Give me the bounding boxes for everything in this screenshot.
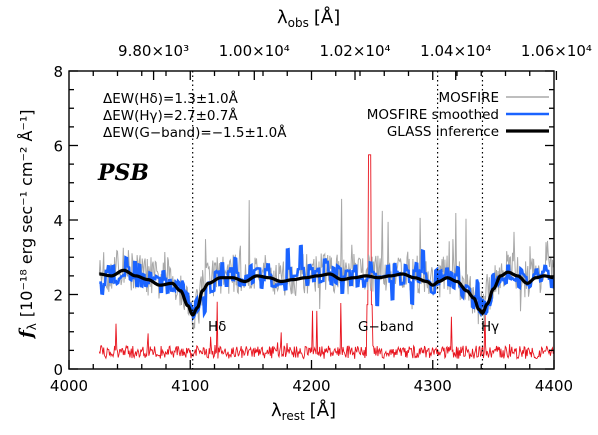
y-tick-label: 8	[53, 63, 63, 81]
y-tick-label: 6	[53, 138, 63, 156]
bottom-axis-label-symbol: λ	[271, 400, 282, 421]
top-tick-label: 1.04×10⁴	[420, 42, 491, 60]
glass-inference-series	[98, 268, 554, 317]
y-axis-label-unit: [10⁻¹⁸ erg sec⁻¹ cm⁻² Å⁻¹]	[17, 110, 36, 318]
y-axis-label-sub: λ	[25, 323, 39, 330]
bottom-axis-label: λrest [Å]	[271, 399, 336, 423]
legend-label-mosfire: MOSFIRE	[439, 90, 500, 106]
top-axis-label-unit: [Å]	[314, 6, 340, 28]
x-tick-label: 4100	[171, 377, 209, 395]
x-tick-label: 4200	[292, 377, 330, 395]
legend-label-glass-inference: GLASS inference	[387, 124, 499, 140]
top-tick-label: 1.02×10⁴	[319, 42, 390, 60]
top-axis-label-sub: obs	[288, 16, 309, 30]
line-label-gband: G−band	[358, 319, 414, 335]
legend: MOSFIRE MOSFIRE smoothed GLASS inference	[367, 90, 549, 140]
bottom-axis-label-unit: [Å]	[310, 399, 336, 421]
top-axis-label-symbol: λ	[277, 7, 288, 28]
y-axis-label: fλ[10⁻¹⁸ erg sec⁻¹ cm⁻² Å⁻¹]	[16, 110, 39, 341]
x-tick-label: 4000	[50, 377, 88, 395]
top-tick-label: 1.00×10⁴	[219, 42, 290, 60]
legend-label-mosfire-smoothed: MOSFIRE smoothed	[367, 107, 499, 123]
bottom-axis-label-sub: rest	[282, 409, 305, 423]
x-tick-label: 4300	[414, 377, 452, 395]
top-axis-label: λobs [Å]	[277, 6, 340, 30]
y-tick-label: 4	[53, 212, 63, 230]
red-spectrum-series	[98, 154, 554, 360]
y-tick-label: 2	[53, 287, 63, 305]
top-tick-label: 1.06×10⁴	[521, 42, 592, 60]
ew-gband-annotation: ΔEW(G−band)=−1.5±1.0Å	[103, 124, 287, 141]
x-tick-label: 4400	[535, 377, 573, 395]
mosfire-smoothed-series	[99, 244, 554, 322]
top-tick-label: 9.80×10³	[118, 42, 189, 60]
line-label-hdelta: Hδ	[208, 319, 226, 335]
ew-hdelta-annotation: ΔEW(Hδ)=1.3±1.0Å	[103, 90, 239, 107]
ew-hgamma-annotation: ΔEW(Hγ)=2.7±0.7Å	[103, 107, 238, 124]
line-label-hgamma: Hγ	[481, 319, 499, 335]
sample-label: PSB	[97, 160, 149, 186]
y-tick-label: 0	[53, 361, 63, 379]
